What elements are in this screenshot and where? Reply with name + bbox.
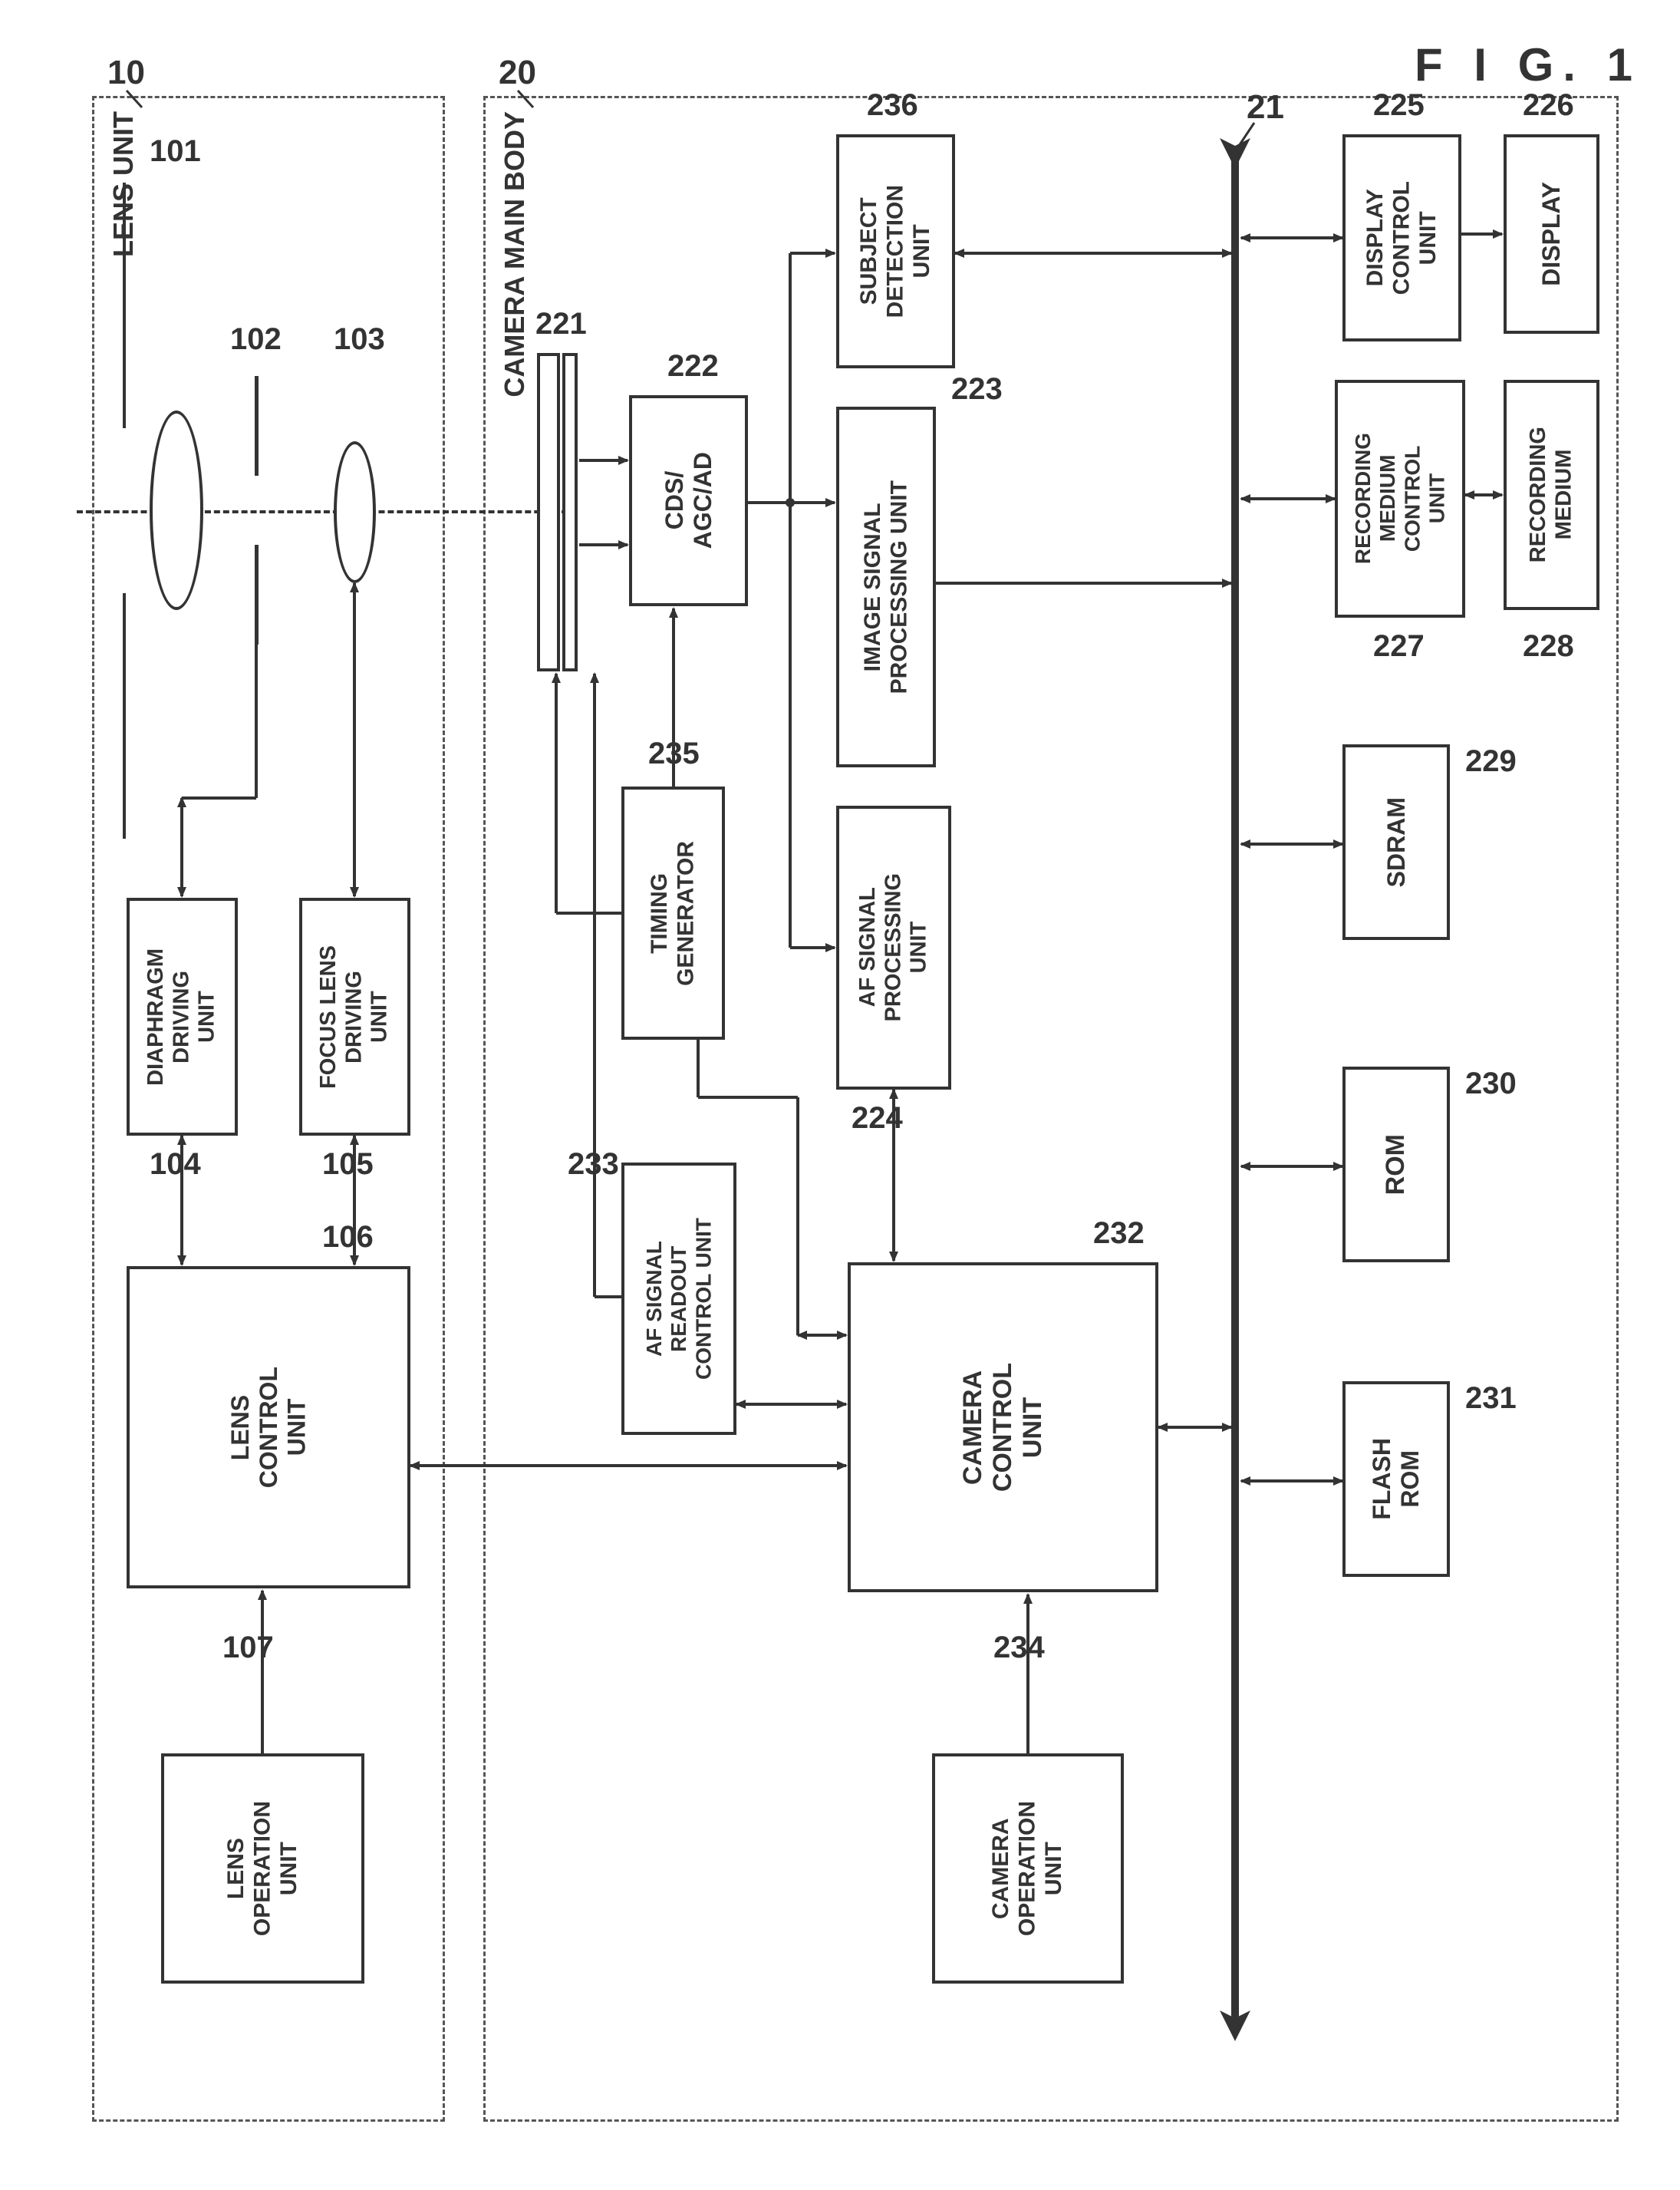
sdram-ref: 229	[1465, 744, 1517, 779]
rom-ref: 230	[1465, 1067, 1517, 1101]
rec-med-ref: 228	[1523, 629, 1574, 664]
af-proc-ref: 224	[852, 1101, 903, 1136]
display: DISPLAY	[1504, 134, 1599, 334]
diaphragm-driving-label: DIAPHRAGM DRIVING UNIT	[143, 948, 220, 1086]
img-proc-ref: 223	[951, 372, 1003, 407]
lens-operation-ref: 107	[222, 1631, 274, 1665]
rec-ctrl-ref: 227	[1373, 629, 1425, 664]
display-control-unit: DISPLAY CONTROL UNIT	[1342, 134, 1461, 341]
cds-label: CDS/ AGC/AD	[660, 452, 717, 549]
timing-label: TIMING GENERATOR	[647, 841, 700, 986]
timing-ref: 235	[648, 737, 700, 771]
focus-lens-driving-label: FOCUS LENS DRIVING UNIT	[316, 945, 393, 1089]
rom: ROM	[1342, 1067, 1450, 1262]
sdram: SDRAM	[1342, 744, 1450, 940]
subject-detection-label: SUBJECT DETECTION UNIT	[856, 185, 936, 318]
disp-ctrl-label: DISPLAY CONTROL UNIT	[1362, 181, 1442, 295]
diaphragm-ref: 102	[230, 322, 282, 357]
lens-control-unit: LENS CONTROL UNIT	[127, 1266, 410, 1588]
img-proc-label: IMAGE SIGNAL PROCESSING UNIT	[860, 480, 913, 694]
diaphragm-driving-ref: 104	[150, 1147, 201, 1182]
af-readout-label: AF SIGNAL READOUT CONTROL UNIT	[642, 1218, 716, 1380]
diaphragm-bot	[255, 545, 259, 645]
diaphragm-driving-unit: DIAPHRAGM DRIVING UNIT	[127, 898, 238, 1136]
af-proc-label: AF SIGNAL PROCESSING UNIT	[855, 873, 932, 1021]
diaphragm-top	[255, 376, 259, 476]
recording-medium: RECORDING MEDIUM	[1504, 380, 1599, 610]
focus-lens-ref: 103	[334, 322, 385, 357]
af-readout-ref: 233	[568, 1147, 619, 1182]
lens-unit-ref: 10	[107, 54, 145, 92]
diagram-canvas: F I G. 1 LENS UNIT 10 CAMERA MAIN BODY 2…	[31, 31, 1649, 2159]
recording-medium-control-unit: RECORDING MEDIUM CONTROL UNIT	[1335, 380, 1465, 618]
figure-title: F I G. 1	[1415, 38, 1642, 91]
sdram-label: SDRAM	[1382, 797, 1411, 887]
image-sensor-ref: 221	[535, 307, 587, 341]
image-signal-processing-unit: IMAGE SIGNAL PROCESSING UNIT	[836, 407, 936, 767]
focus-lens	[334, 441, 376, 583]
lens-operation-label: LENS OPERATION UNIT	[223, 1801, 303, 1936]
fixed-lens-bot-line	[123, 593, 126, 839]
camera-body-ref: 20	[499, 54, 536, 92]
flash-rom: FLASH ROM	[1342, 1381, 1450, 1577]
cam-op-label: CAMERA OPERATION UNIT	[988, 1801, 1068, 1936]
af-readout-control: AF SIGNAL READOUT CONTROL UNIT	[621, 1163, 736, 1435]
cam-op-ref: 234	[993, 1631, 1045, 1665]
cam-ctrl-label: CAMERA CONTROL UNIT	[958, 1363, 1048, 1492]
focus-lens-driving-unit: FOCUS LENS DRIVING UNIT	[299, 898, 410, 1136]
lens-operation-unit: LENS OPERATION UNIT	[161, 1753, 364, 1984]
display-label: DISPLAY	[1537, 182, 1566, 286]
lens-control-ref: 106	[322, 1220, 374, 1255]
fixed-lens-ref: 101	[150, 134, 201, 169]
subject-detection-ref: 236	[867, 88, 918, 123]
image-sensor-inner	[562, 353, 578, 671]
cds-agc-ad: CDS/ AGC/AD	[629, 395, 748, 606]
lens-control-label: LENS CONTROL UNIT	[226, 1367, 311, 1488]
display-ref: 226	[1523, 88, 1574, 123]
fixed-lens	[150, 411, 203, 610]
rom-label: ROM	[1381, 1134, 1411, 1195]
cds-ref: 222	[667, 349, 719, 384]
rec-med-label: RECORDING MEDIUM	[1526, 427, 1577, 562]
cam-ctrl-ref: 232	[1093, 1216, 1145, 1251]
focus-lens-driving-ref: 105	[322, 1147, 374, 1182]
timing-generator: TIMING GENERATOR	[621, 787, 725, 1040]
camera-body-label: CAMERA MAIN BODY	[499, 111, 531, 397]
flash-label: FLASH ROM	[1368, 1438, 1425, 1520]
subject-detection-unit: SUBJECT DETECTION UNIT	[836, 134, 955, 368]
flash-ref: 231	[1465, 1381, 1517, 1416]
af-signal-processing-unit: AF SIGNAL PROCESSING UNIT	[836, 806, 951, 1090]
image-sensor-outer	[537, 353, 560, 671]
camera-operation-unit: CAMERA OPERATION UNIT	[932, 1753, 1124, 1984]
fixed-lens-top-line	[123, 183, 126, 428]
bus-ref: 21	[1247, 88, 1284, 127]
rec-ctrl-label: RECORDING MEDIUM CONTROL UNIT	[1351, 433, 1450, 564]
disp-ctrl-ref: 225	[1373, 88, 1425, 123]
camera-control-unit: CAMERA CONTROL UNIT	[848, 1262, 1158, 1592]
